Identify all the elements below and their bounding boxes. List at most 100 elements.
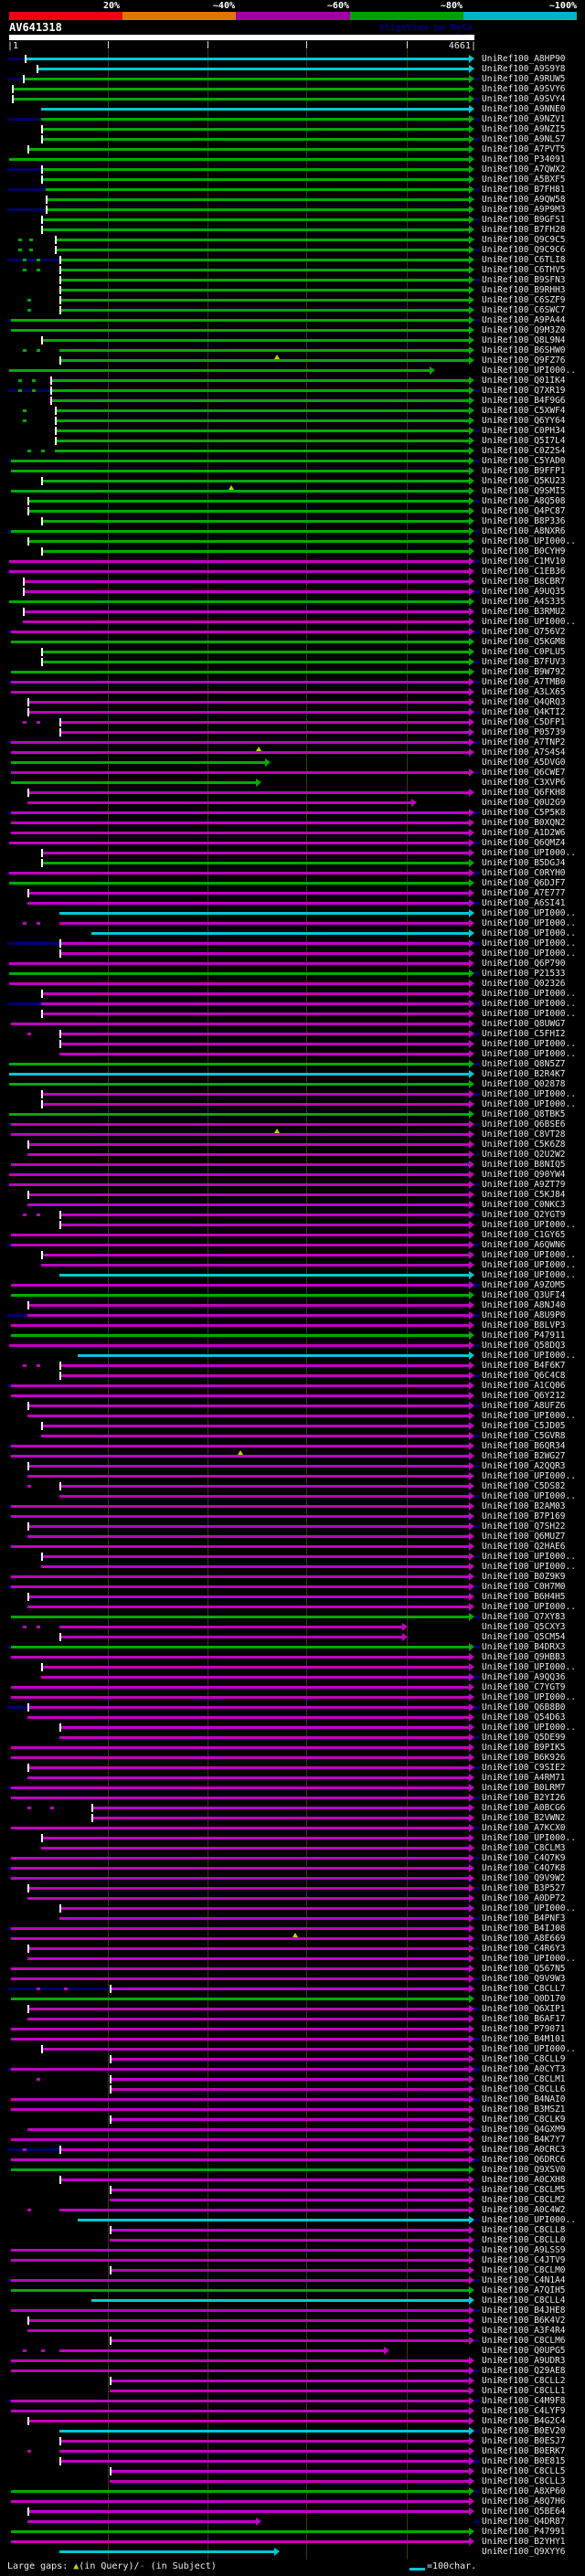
hit-label[interactable]: UniRef100_C4N1A4 (482, 2275, 566, 2285)
hit-label[interactable]: UniRef100_C8CLL5 (482, 2466, 566, 2476)
hit-label[interactable]: UniRef100_B0Z9K9 (482, 1572, 566, 1582)
hit-label[interactable]: UniRef100_C5K6Z8 (482, 1140, 566, 1150)
hit-label[interactable]: UniRef100_A1CQ06 (482, 1381, 566, 1391)
hit-label[interactable]: UniRef100_UPI000.. (482, 908, 576, 918)
hit-label[interactable]: UniRef100_Q8TBK5 (482, 1109, 566, 1119)
hit-label[interactable]: UniRef100_UPI000.. (482, 999, 576, 1009)
hit-label[interactable]: UniRef100_A9NNE0 (482, 104, 566, 114)
hit-label[interactable]: UniRef100_Q9XYY6 (482, 2547, 566, 2557)
hit-label[interactable]: UniRef100_B2VWN2 (482, 1813, 566, 1823)
hit-label[interactable]: UniRef100_C8CLM0 (482, 2265, 566, 2275)
hit-label[interactable]: UniRef100_UPI000.. (482, 1562, 576, 1572)
hit-label[interactable]: UniRef100_C8CLL6 (482, 2084, 566, 2094)
hit-label[interactable]: UniRef100_A6QWN6 (482, 1240, 566, 1250)
hit-label[interactable]: UniRef100_A0C4W2 (482, 2205, 566, 2215)
hit-label[interactable]: UniRef100_B9W792 (482, 667, 566, 677)
hit-label[interactable]: UniRef100_A9S9Y8 (482, 64, 566, 74)
hit-label[interactable]: UniRef100_Q5KU23 (482, 476, 566, 486)
hit-label[interactable]: UniRef100_P47991 (482, 2527, 566, 2537)
hit-label[interactable]: UniRef100_Q6MUZ7 (482, 1532, 566, 1542)
hit-label[interactable]: UniRef100_Q90YW4 (482, 1170, 566, 1180)
hit-label[interactable]: UniRef100_C5XWF4 (482, 406, 566, 416)
hit-label[interactable]: UniRef100_C5GVR8 (482, 1431, 566, 1441)
hit-label[interactable]: UniRef100_Q7XR19 (482, 386, 566, 396)
hit-label[interactable]: UniRef100_A1D2W6 (482, 828, 566, 838)
hit-label[interactable]: UniRef100_C3XVP6 (482, 778, 566, 788)
hit-label[interactable]: UniRef100_UPI000.. (482, 1833, 576, 1843)
hit-label[interactable]: UniRef100_P79071 (482, 2024, 566, 2034)
hit-label[interactable]: UniRef100_B4PNF3 (482, 1913, 566, 1924)
hit-label[interactable]: UniRef100_UPI000.. (482, 1471, 576, 1481)
hit-label[interactable]: UniRef100_UPI000.. (482, 1692, 576, 1702)
hit-label[interactable]: UniRef100_Q6QMZ4 (482, 838, 566, 848)
hit-label[interactable]: UniRef100_A0CXH8 (482, 2175, 566, 2185)
hit-label[interactable]: UniRef100_B0LRM7 (482, 1783, 566, 1793)
hit-label[interactable]: UniRef100_Q6Y212 (482, 1391, 566, 1401)
hit-label[interactable]: UniRef100_UPI000.. (482, 536, 576, 546)
hit-label[interactable]: UniRef100_A7KCX0 (482, 1823, 566, 1833)
hit-label[interactable]: UniRef100_Q9V9W2 (482, 1873, 566, 1883)
hit-label[interactable]: UniRef100_A0DP72 (482, 1893, 566, 1903)
hit-label[interactable]: UniRef100_A9NZI5 (482, 124, 566, 134)
hit-label[interactable]: UniRef100_B9SFN3 (482, 275, 566, 285)
hit-label[interactable]: UniRef100_Q2U2W2 (482, 1150, 566, 1160)
hit-label[interactable]: UniRef100_Q4GXM9 (482, 2125, 566, 2135)
hit-label[interactable]: UniRef100_Q5DE99 (482, 1733, 566, 1743)
hit-label[interactable]: UniRef100_A9NLS7 (482, 134, 566, 144)
hit-label[interactable]: UniRef100_B6H4H5 (482, 1592, 566, 1602)
hit-label[interactable]: UniRef100_B4JHE8 (482, 2306, 566, 2316)
hit-label[interactable]: UniRef100_Q9FZ76 (482, 355, 566, 366)
hit-label[interactable]: UniRef100_Q6FKH8 (482, 788, 566, 798)
hit-label[interactable]: UniRef100_Q6C4C8 (482, 1371, 566, 1381)
hit-label[interactable]: UniRef100_B9GFS1 (482, 215, 566, 225)
hit-label[interactable]: UniRef100_B0E815 (482, 2456, 566, 2466)
hit-label[interactable]: UniRef100_P34091 (482, 154, 566, 164)
hit-label[interactable]: UniRef100_B7P169 (482, 1511, 566, 1521)
hit-label[interactable]: UniRef100_P21533 (482, 969, 566, 979)
hit-label[interactable]: UniRef100_Q0U2G9 (482, 798, 566, 808)
hit-label[interactable]: UniRef100_B9RHH3 (482, 285, 566, 295)
hit-label[interactable]: UniRef100_B0EV20 (482, 2426, 566, 2436)
hit-label[interactable]: UniRef100_C5JD05 (482, 1421, 566, 1431)
hit-label[interactable]: UniRef100_A9NZV1 (482, 114, 566, 124)
hit-label[interactable]: UniRef100_Q9XSV0 (482, 2165, 566, 2175)
hit-label[interactable]: UniRef100_UPI000.. (482, 1723, 576, 1733)
hit-label[interactable]: UniRef100_UPI000.. (482, 1049, 576, 1059)
hit-label[interactable]: UniRef100_B3RMU2 (482, 607, 566, 617)
hit-label[interactable]: UniRef100_Q5I7L4 (482, 436, 566, 446)
hit-label[interactable]: UniRef100_Q6DRC6 (482, 2155, 566, 2165)
hit-label[interactable]: UniRef100_B0XQN2 (482, 818, 566, 828)
hit-label[interactable]: UniRef100_C8VT28 (482, 1129, 566, 1140)
hit-label[interactable]: UniRef100_UPI000.. (482, 1662, 576, 1672)
hit-label[interactable]: UniRef100_C1EB36 (482, 567, 566, 577)
hit-label[interactable]: UniRef100_B9FFP1 (482, 466, 566, 476)
hit-label[interactable]: UniRef100_C4LYF9 (482, 2406, 566, 2416)
hit-label[interactable]: UniRef100_C5DS82 (482, 1481, 566, 1491)
hit-label[interactable]: UniRef100_B7FH81 (482, 185, 566, 195)
hit-label[interactable]: UniRef100_A9P9M3 (482, 205, 566, 215)
hit-label[interactable]: UniRef100_Q8N5Z7 (482, 1059, 566, 1069)
hit-label[interactable]: UniRef100_A8E669 (482, 1934, 566, 1944)
hit-label[interactable]: UniRef100_UPI000.. (482, 1351, 576, 1361)
hit-label[interactable]: UniRef100_UPI000.. (482, 2044, 576, 2054)
hit-label[interactable]: UniRef100_B6AF17 (482, 2014, 566, 2024)
hit-label[interactable]: UniRef100_UPI000.. (482, 1009, 576, 1019)
hit-label[interactable]: UniRef100_Q4KTI2 (482, 707, 566, 717)
hit-label[interactable]: UniRef100_C6SZF9 (482, 295, 566, 305)
hit-label[interactable]: UniRef100_A0CYT3 (482, 2064, 566, 2074)
hit-label[interactable]: UniRef100_Q9HBB3 (482, 1652, 566, 1662)
hit-label[interactable]: UniRef100_UPI000.. (482, 928, 576, 938)
hit-label[interactable]: UniRef100_A9UQ35 (482, 587, 566, 597)
hit-label[interactable]: UniRef100_UPI000.. (482, 2215, 576, 2225)
hit-label[interactable]: UniRef100_B4F9G6 (482, 396, 566, 406)
hit-label[interactable]: UniRef100_B0ERK7 (482, 2446, 566, 2456)
hit-label[interactable]: UniRef100_UPI000.. (482, 1270, 576, 1280)
hit-label[interactable]: UniRef100_C0H7M0 (482, 1582, 566, 1592)
hit-label[interactable]: UniRef100_UPI000.. (482, 617, 576, 627)
hit-label[interactable]: UniRef100_Q02326 (482, 979, 566, 989)
hit-label[interactable]: UniRef100_B0ESJ7 (482, 2436, 566, 2446)
hit-label[interactable]: UniRef100_Q9C9C6 (482, 245, 566, 255)
hit-label[interactable]: UniRef100_B4G2C4 (482, 2416, 566, 2426)
hit-label[interactable]: UniRef100_B2WG27 (482, 1451, 566, 1461)
hit-label[interactable]: UniRef100_B8CBR7 (482, 577, 566, 587)
